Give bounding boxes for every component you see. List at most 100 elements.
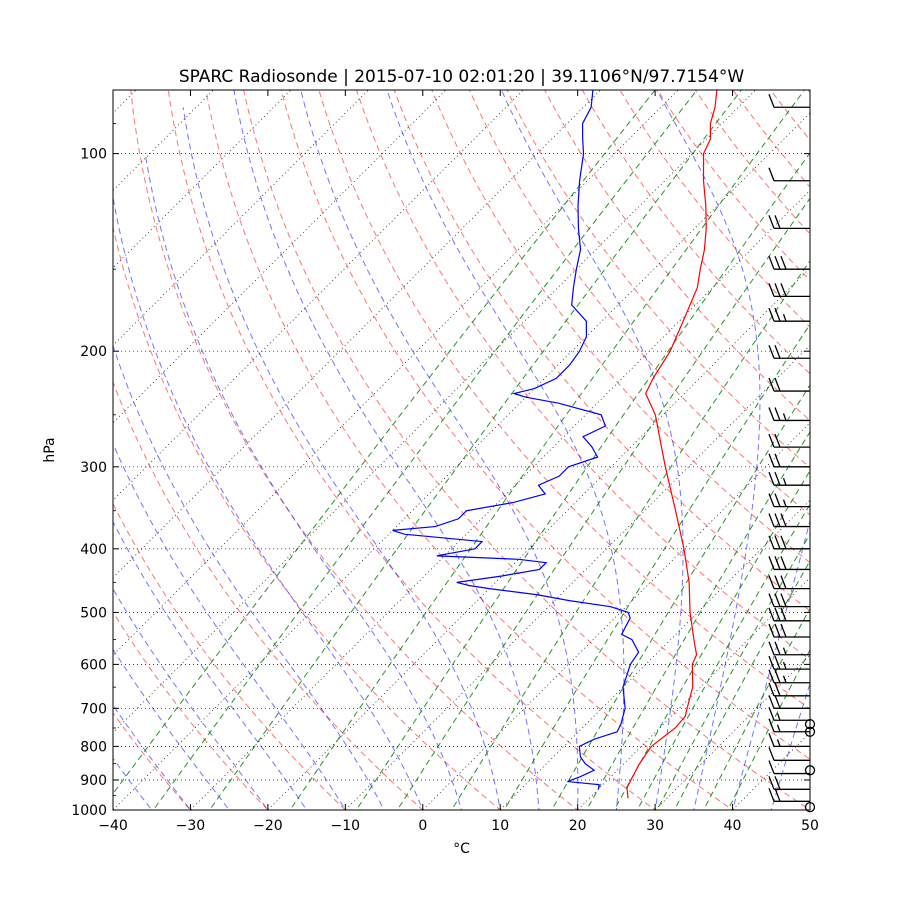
wind-barb (768, 535, 810, 550)
wind-barb-full-feather (768, 718, 775, 733)
x-tick-label: 0 (418, 818, 427, 834)
wind-barb-full-feather (780, 535, 787, 550)
dry-adiabat (205, 90, 734, 810)
dry-adiabat (355, 90, 810, 661)
wind-barb-full-feather (774, 669, 781, 684)
wind-barb-full-feather (768, 707, 775, 721)
moist-adiabat (113, 442, 346, 810)
dry-adiabat (280, 90, 810, 760)
wind-barb-full-feather (768, 655, 775, 670)
x-tick-label: 30 (646, 818, 664, 834)
wind-barb-half-feather (782, 313, 787, 322)
moist-adiabat (770, 681, 810, 810)
chart-title: SPARC Radiosonde | 2015-07-10 02:01:20 |… (179, 67, 745, 87)
wind-barb (768, 760, 810, 775)
mixing-ratio-line (208, 90, 743, 810)
dry-adiabat (544, 90, 810, 422)
mixing-ratio-line (396, 197, 810, 810)
wind-barb-full-feather (774, 377, 781, 392)
dry-adiabat (113, 225, 502, 810)
wind-barb (768, 345, 810, 359)
dry-adiabat (113, 611, 269, 810)
moist-adiabat (113, 194, 424, 810)
moist-adiabat (113, 587, 269, 810)
wind-barb-full-feather (774, 471, 781, 486)
wind-barb-full-feather (774, 307, 781, 322)
wind-barb-full-feather (774, 623, 781, 638)
wind-barb (768, 593, 810, 608)
wind-barb-full-feather (768, 623, 775, 638)
wind-barb-full-feather (774, 593, 781, 607)
wind-barb-full-feather (768, 788, 775, 802)
dry-adiabat (318, 90, 810, 710)
x-tick-label: 50 (801, 818, 819, 834)
moist-adiabat (500, 90, 684, 810)
wind-barb-full-feather (768, 345, 775, 359)
wind-barb-full-feather (768, 453, 775, 468)
wind-barb-full-feather (768, 407, 775, 421)
x-axis-label: °C (453, 841, 470, 857)
wind-barb-full-feather (780, 513, 787, 527)
x-axis-ticks: −40 −30 −20 −10 0 10 20 30 40 50 (98, 90, 819, 834)
wind-barb-full-feather (768, 593, 775, 607)
y-tick-label: 200 (80, 344, 107, 360)
dry-adiabats (113, 90, 810, 810)
moist-adiabat (300, 90, 579, 810)
wind-barb-full-feather (768, 747, 775, 761)
wind-barb (768, 471, 810, 486)
wind-barb-full-feather (768, 433, 775, 448)
wind-barb-full-feather (768, 669, 775, 684)
wind-barb (768, 747, 810, 761)
wind-barb-full-feather (768, 641, 775, 655)
dry-adiabat (113, 502, 347, 810)
dry-adiabat (393, 90, 810, 612)
wind-barb-full-feather (768, 776, 775, 790)
wind-barb-full-feather (774, 255, 781, 270)
y-tick-label: 100 (80, 147, 107, 163)
y-tick-label: 500 (80, 605, 107, 621)
wind-barb-full-feather (774, 215, 781, 229)
wind-barb-half-feather (776, 739, 781, 747)
wind-barb (768, 776, 810, 790)
wind-barb-full-feather (768, 94, 775, 108)
wind-barb-full-feather (768, 471, 775, 486)
wind-barb-full-feather (768, 255, 775, 270)
wind-barb-full-feather (780, 593, 787, 607)
moist-adiabat (113, 704, 192, 810)
mixing-ratio-line (585, 431, 810, 810)
wind-barb-half-feather (776, 724, 781, 732)
moist-adiabats (113, 90, 810, 810)
wind-barb-full-feather (768, 695, 775, 709)
wind-barb-full-feather (768, 307, 775, 322)
wind-barb (768, 788, 810, 802)
wind-barb (768, 377, 810, 392)
wind-barb (768, 575, 810, 590)
dry-adiabat (113, 380, 424, 810)
wind-barb (768, 669, 810, 684)
dry-adiabat (506, 90, 810, 469)
y-tick-label: 700 (80, 701, 107, 717)
dry-adiabat (243, 90, 810, 810)
wind-barb-full-feather (774, 776, 781, 790)
wind-barb (768, 283, 810, 298)
wind-barb-full-feather (774, 345, 781, 359)
wind-barb-half-feather (782, 675, 787, 683)
wind-barb (768, 556, 810, 571)
wind-barb-full-feather (774, 513, 781, 527)
y-tick-label: 400 (80, 542, 107, 558)
wind-barb-full-feather (780, 575, 787, 589)
wind-barb-full-feather (768, 513, 775, 527)
wind-barb-full-feather (774, 407, 781, 421)
moist-adiabat (656, 90, 761, 810)
y-tick-label: 1000 (71, 803, 107, 819)
mixing-ratio-line (656, 533, 810, 810)
wind-barb-full-feather (780, 556, 787, 570)
wind-barb-full-feather (774, 575, 781, 589)
wind-barb (768, 682, 810, 697)
wind-barb-full-feather (774, 655, 781, 670)
wind-barb-full-feather (774, 682, 781, 697)
wind-barb-half-feather (782, 661, 787, 670)
wind-barb-full-feather (774, 453, 781, 468)
y-tick-label: 800 (80, 739, 107, 755)
